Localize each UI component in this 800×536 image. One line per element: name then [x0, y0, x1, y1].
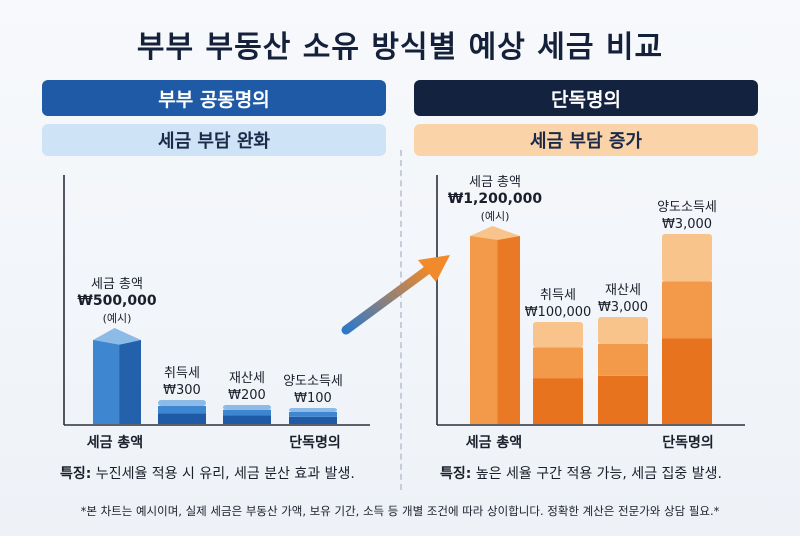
right-bar-2-label-1: 취득세 [540, 288, 576, 303]
left-feature-label: 특징: [60, 466, 92, 482]
right-feature-label: 특징: [440, 466, 472, 482]
right-bar-1 [470, 226, 520, 424]
right-bar-1-label-2: ₩1,200,000 [448, 191, 543, 207]
transition-arrow [341, 255, 450, 335]
right-bar-2 [533, 322, 583, 424]
right-bar-4-label-2: ₩3,000 [662, 217, 712, 232]
right-bar-2-label-2: ₩100,000 [525, 305, 592, 320]
left-bar-3-label-2: ₩200 [228, 388, 266, 403]
right-bar-4-label-1: 양도소득세 [657, 200, 717, 215]
footnote: *본 차트는 예시이며, 실제 세금은 부동산 가액, 보유 기간, 소득 등 … [80, 504, 720, 518]
left-panel-subheader: 세금 부담 완화 [42, 124, 386, 156]
left-bar-3-label-1: 재산세 [229, 371, 265, 386]
left-bar-1-label-1: 세금 총액 [91, 277, 143, 292]
left-bar-2-label-1: 취득세 [164, 366, 200, 381]
right-bar-3 [598, 317, 648, 424]
chart-title: 부부 부동산 소유 방식별 예상 세금 비교 [136, 30, 664, 65]
right-bar-1-label-1: 세금 총액 [469, 175, 521, 190]
right-feature-text: 높은 세율 구간 적용 가능, 세금 집중 발생. [471, 466, 722, 482]
right-bar-4 [662, 234, 712, 424]
left-bar-1-label-3: (예시) [103, 312, 132, 325]
left-bar-3 [223, 405, 271, 424]
right-bar-3-label-1: 재산세 [605, 283, 641, 298]
left-bar-1 [93, 328, 141, 424]
right-panel-header: 단독명의 [414, 80, 758, 116]
left-panel-header: 부부 공동명의 [42, 80, 386, 116]
right-x-label-end: 단독명의 [662, 434, 714, 451]
left-bar-4-label-2: ₩100 [294, 391, 332, 406]
left-bar-2-label-2: ₩300 [163, 383, 201, 398]
right-feature-note: 특징: 높은 세율 구간 적용 가능, 세금 집중 발생. [440, 463, 722, 483]
left-bar-4-label-1: 양도소득세 [283, 374, 343, 389]
right-bar-1-label-3: (예시) [481, 210, 510, 223]
right-bar-3-label-2: ₩3,000 [598, 300, 648, 315]
left-feature-text: 누진세율 적용 시 유리, 세금 분산 효과 발생. [91, 466, 355, 482]
left-bar-4 [289, 408, 337, 424]
left-x-label-end: 단독명의 [289, 434, 341, 451]
left-x-label-start: 세금 총액 [87, 434, 143, 451]
left-bar-2 [158, 400, 206, 424]
right-panel-subheader: 세금 부담 증가 [414, 124, 758, 156]
left-feature-note: 특징: 누진세율 적용 시 유리, 세금 분산 효과 발생. [60, 463, 355, 483]
panel-divider [400, 150, 402, 490]
right-x-label-start: 세금 총액 [466, 434, 522, 451]
left-bar-1-label-2: ₩500,000 [77, 293, 156, 309]
